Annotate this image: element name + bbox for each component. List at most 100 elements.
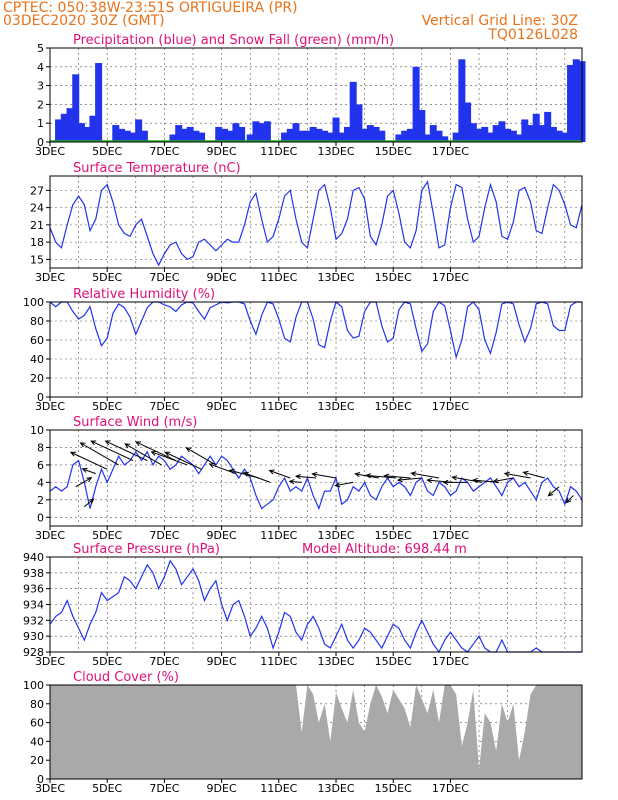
y-tick-label: 80 [30,315,44,328]
wind-arrow [384,475,411,479]
x-tick-label: 3DEC [35,529,65,542]
wind-arrow [289,480,302,483]
x-tick-label: 7DEC [149,145,179,158]
precip-bar [246,134,254,142]
precip-bar [77,123,85,142]
wind-arrow-head [288,479,295,485]
panel-frame [49,47,583,143]
y-tick-label: 80 [30,698,44,711]
wind-arrow [84,498,94,508]
precip-bar [321,130,329,142]
y-tick-label: 1 [37,117,44,130]
precip-bar [418,110,426,142]
x-tick-label: 11DEC [260,655,297,668]
panel-frame [49,684,583,780]
wind-arrow [397,477,422,481]
precip-bar [338,132,346,142]
y-tick-label: 928 [23,646,44,659]
x-tick-label: 5DEC [92,400,122,413]
x-tick-label: 11DEC [260,529,297,542]
wind-arrow [75,477,92,488]
x-tick-label: 7DEC [149,529,179,542]
y-tick-label: 21 [30,219,44,232]
precip-bar [332,117,340,142]
precip-bar [538,125,546,142]
header-model-id: TQ0126L028 [488,27,578,43]
x-tick-label: 13DEC [317,655,354,668]
x-tick-label: 15DEC [375,655,412,668]
y-tick-label: 60 [30,334,44,347]
panel-title: Surface Wind (m/s) [73,415,197,430]
y-tick-label: 20 [30,372,44,385]
precip-bar [561,132,569,142]
wind-arrow [452,476,482,483]
precip-bar [186,126,194,142]
header-grid-note: Vertical Grid Line: 30Z [421,13,578,29]
y-tick-label: 940 [23,551,44,564]
wind-arrow-head [242,471,249,477]
x-tick-label: 3DEC [35,782,65,795]
precip-bar [263,121,271,142]
precip-bar [361,128,369,142]
panel-title: Surface Temperature (nC) [73,161,241,176]
precip-bar [469,123,477,142]
wind-arrow [366,474,397,479]
panel-6: 0 20 40 60 80 100 3DEC 5DEC 7DEC 9DEC 11DEC 13DEC 15… [23,670,583,795]
precip-bar [55,119,63,142]
panel-frame [49,175,583,269]
y-tick-label: 60 [30,717,44,730]
precip-bar [515,134,523,142]
wind-arrow-head [565,497,572,504]
precip-bar [395,134,403,142]
wind-arrow-head [124,443,131,449]
precip-bar [95,63,103,142]
wind-arrow [165,451,202,470]
y-tick-label: 5 [37,42,44,55]
x-tick-label: 13DEC [317,400,354,413]
precip-bar [232,123,240,142]
y-tick-label: 8 [37,441,44,454]
y-tick-label: 932 [23,614,44,627]
precip-bar [343,126,351,142]
precip-bar [198,132,206,142]
x-tick-label: 9DEC [207,271,237,284]
wind-arrow-head [164,451,171,457]
wind-arrow [523,471,545,479]
wind-arrow-head [104,440,111,446]
precip-bar [481,126,489,142]
precip-bar [475,128,483,142]
x-tick-label: 11DEC [260,782,297,795]
precip-bar [140,130,148,142]
x-tick-label: 11DEC [260,145,297,158]
y-tick-label: 0 [37,136,44,149]
wind-arrow-head [396,477,403,483]
x-tick-label: 9DEC [207,655,237,668]
precip-bar [424,134,432,142]
wind-arrow-head [81,467,88,473]
precip-bar [112,125,120,142]
y-tick-label: 40 [30,735,44,748]
series-line [49,559,582,654]
precip-bar [226,130,234,142]
x-tick-label: 3DEC [35,400,65,413]
x-tick-label: 11DEC [260,271,297,284]
x-tick-label: 5DEC [92,271,122,284]
x-tick-label: 11DEC [260,400,297,413]
precip-bar [258,123,266,142]
wind-arrow-head [442,479,449,485]
y-tick-label: 2 [37,494,44,507]
y-tick-label: 934 [23,599,44,612]
precip-bar [72,74,80,142]
y-tick-label: 930 [23,630,44,643]
x-tick-label: 15DEC [375,529,412,542]
x-tick-label: 5DEC [92,655,122,668]
y-tick-label: 4 [37,476,44,489]
y-tick-label: 6 [37,459,44,472]
wind-arrow [335,481,354,486]
wind-arrow-head [472,477,479,484]
wind-arrow-head [451,475,458,481]
wind-arrow [186,447,217,466]
wind-arrow-head [492,478,499,484]
y-tick-label: 936 [23,583,44,596]
